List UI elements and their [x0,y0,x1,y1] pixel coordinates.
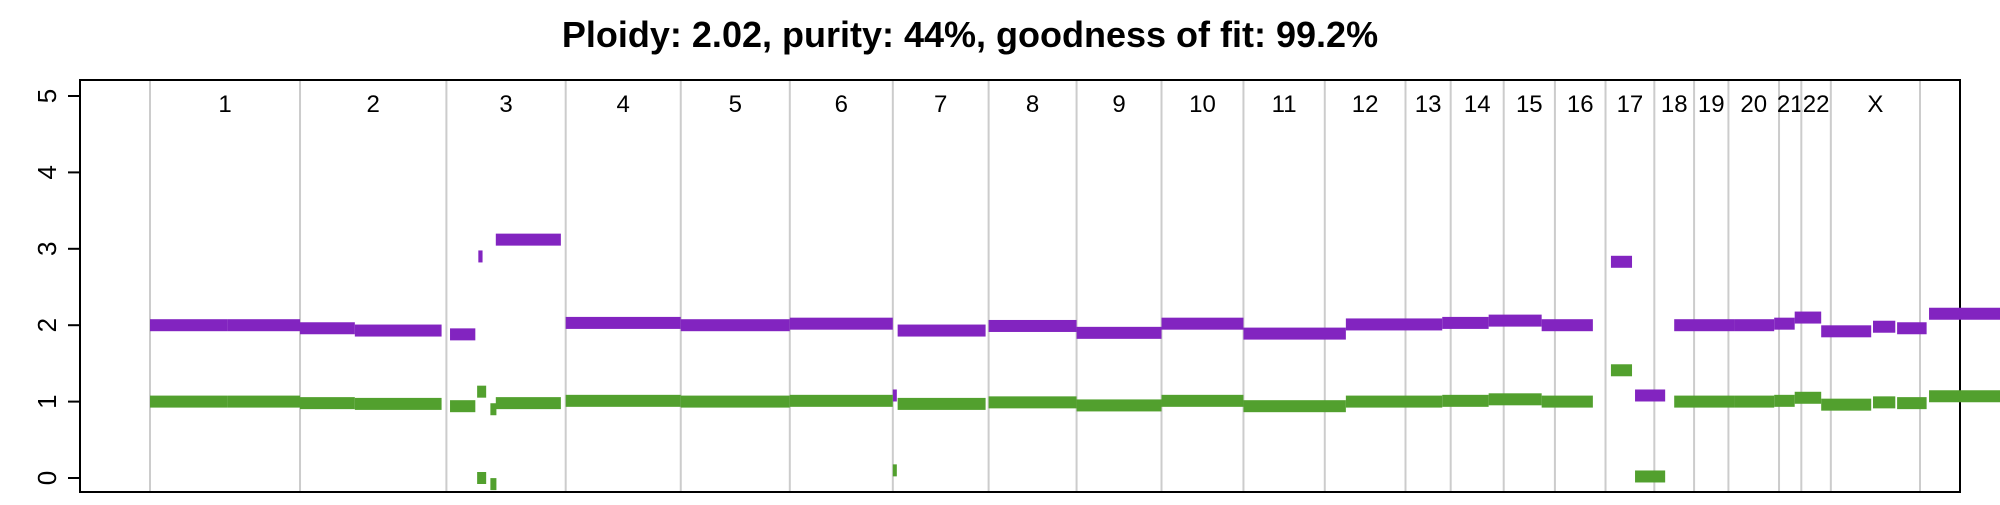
minor-copy-segment [1774,394,1795,407]
total-copy-segment [1076,326,1162,339]
minor-copy-segment [1897,397,1927,410]
chromosome-label: 6 [835,91,848,118]
total-copy-segment [1734,319,1775,332]
chromosome-label: 20 [1740,91,1767,118]
chromosome-label: 5 [729,91,742,118]
minor-copy-segment [1610,364,1633,377]
y-tick-label: 5 [32,89,62,103]
y-tick-label: 0 [32,471,62,485]
y-tick-label: 1 [32,394,62,408]
total-copy-segment [1243,327,1346,340]
chromosome-label: 19 [1698,91,1725,118]
plot-frame [79,79,1961,493]
minor-copy-segment [1635,470,1666,483]
total-copy-segment [300,322,355,335]
chart-title: Ploidy: 2.02, purity: 44%, goodness of f… [561,14,1379,55]
chromosome-label: 10 [1189,91,1216,118]
total-copy-segment [1541,319,1593,332]
chromosome-label: 4 [617,91,630,118]
chromosome-label: 3 [499,91,512,118]
total-copy-segment [565,316,681,329]
minor-copy-segment [789,394,893,407]
total-copy-segment [150,319,228,332]
chromosome-label: X [1867,91,1883,118]
minor-copy-segment [1488,393,1542,406]
minor-copy-segment [354,397,442,410]
total-copy-segment [1794,311,1822,324]
chromosome-label: 8 [1026,91,1039,118]
total-copy-segment [1442,316,1489,329]
total-copy-segment [354,324,442,337]
minor-copy-segment [1929,390,2000,403]
chromosome-label: 21 [1777,91,1804,118]
chromosome-label: 7 [934,91,947,118]
minor-copy-segment [1541,395,1593,408]
chromosome-label: 1 [218,91,231,118]
minor-copy-segment [1734,395,1775,408]
chromosome-label: 14 [1464,91,1491,118]
total-copy-segment [1345,318,1443,331]
chromosome-label: 12 [1352,91,1379,118]
minor-copy-segment [1161,394,1244,407]
minor-copy-segment [1873,396,1896,409]
total-copy-segment [1488,314,1542,327]
minor-copy-segment [1821,398,1872,411]
minor-copy-segment [988,396,1077,409]
minor-copy-segment [1794,391,1822,404]
y-tick-label: 4 [32,165,62,179]
total-copy-segment [1161,317,1244,330]
minor-copy-segment [1442,394,1489,407]
total-copy-segment [1774,317,1795,330]
minor-copy-segment [495,397,561,410]
minor-copy-segment [680,395,790,408]
minor-copy-segment [300,397,355,410]
total-copy-segment [680,319,790,332]
chromosome-label: 17 [1617,91,1644,118]
total-copy-segment [1674,319,1735,332]
total-copy-segment [988,319,1077,332]
minor-copy-segment [477,472,487,484]
chromosome-label: 16 [1567,91,1594,118]
minor-copy-segment [1674,395,1735,408]
total-copy-segment [227,319,301,332]
total-copy-segment [1929,307,2000,320]
total-copy-segment [892,389,897,402]
total-copy-segment [1897,322,1927,335]
y-tick-label: 3 [32,242,62,256]
minor-copy-segment [150,395,228,408]
total-copy-segment [450,328,476,341]
total-copy-segment [478,250,483,263]
chromosome-label: 18 [1661,91,1688,118]
minor-copy-segment [897,397,986,410]
total-copy-segment [1610,255,1633,268]
chromosome-label: 13 [1415,91,1442,118]
minor-copy-segment [565,394,681,407]
total-copy-segment [1873,320,1896,333]
minor-copy-segment [490,478,497,491]
minor-copy-segment [892,464,897,477]
total-copy-segment [1635,389,1666,402]
minor-copy-segment [227,395,301,408]
chromosome-label: 2 [367,91,380,118]
total-copy-segment [495,233,561,246]
chromosome-label: 15 [1516,91,1543,118]
minor-copy-segment [1076,399,1162,412]
minor-copy-segment [1345,395,1443,408]
chromosome-label: 11 [1272,91,1297,118]
minor-copy-segment [477,385,487,398]
total-copy-segment [1821,325,1872,338]
minor-copy-segment [490,403,497,416]
total-copy-segment [789,317,893,330]
chromosome-label: 22 [1803,91,1830,118]
minor-copy-segment [1243,400,1346,413]
total-copy-segment [897,324,986,337]
y-tick-label: 2 [32,318,62,332]
minor-copy-segment [450,400,476,413]
chromosome-label: 9 [1112,91,1125,118]
